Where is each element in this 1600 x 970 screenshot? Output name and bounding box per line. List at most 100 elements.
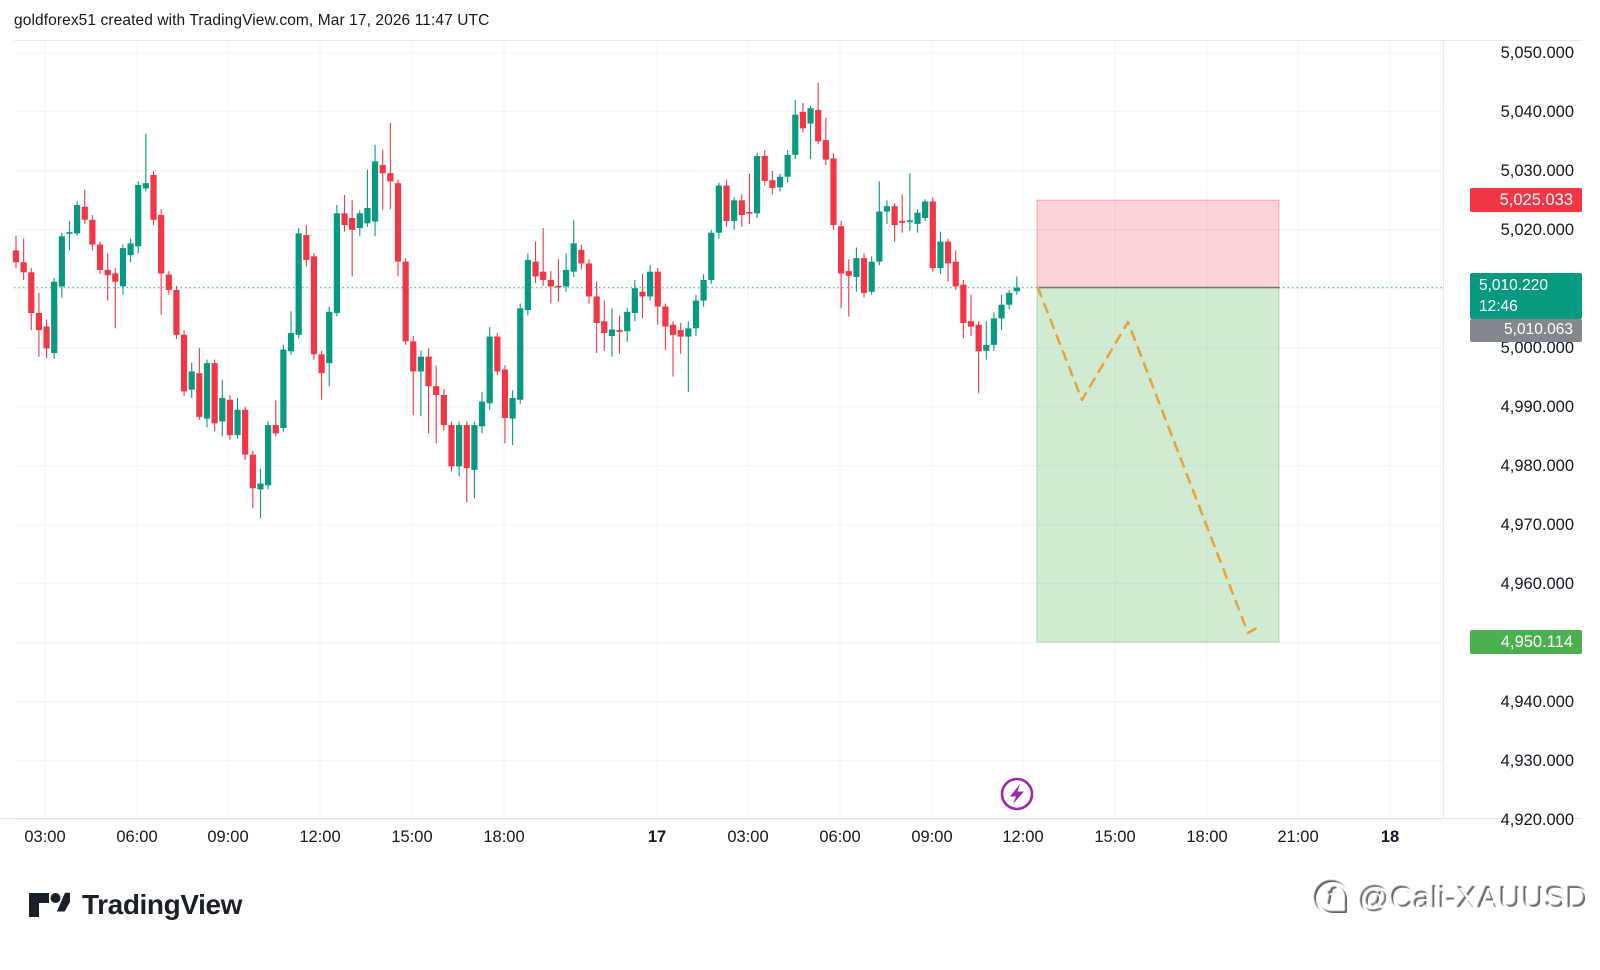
candle-up (486, 336, 493, 404)
candle-down (211, 363, 218, 424)
candle-down (960, 284, 967, 324)
candle-up (364, 207, 371, 224)
time-axis-border (0, 818, 1582, 819)
candle-up (265, 425, 272, 486)
candle-up (647, 271, 654, 297)
candle-down (173, 289, 180, 335)
candle-up (524, 259, 531, 311)
candle-down (738, 200, 745, 216)
candle-up (624, 311, 631, 332)
candle-down (547, 279, 554, 287)
last-price-badge: 5,010.220 12:46 (1470, 272, 1582, 319)
candle-down (341, 213, 348, 226)
time-axis-label: 06:00 (819, 828, 861, 846)
candle-down (944, 241, 952, 264)
candle-up (66, 232, 73, 234)
candle-up (807, 108, 814, 124)
candle-down (440, 394, 447, 426)
candle-down (654, 271, 661, 307)
candle-up (119, 248, 127, 287)
chart-top-border (14, 40, 1582, 41)
price-axis-border (1443, 41, 1444, 818)
price-axis-label: 4,920.000 (1500, 810, 1574, 829)
candle-down (830, 158, 837, 226)
candle-down (410, 341, 417, 372)
candle-up (715, 185, 722, 233)
time-axis-day-label: 17 (647, 828, 667, 846)
candle-up (257, 483, 264, 490)
candle-down (746, 212, 753, 214)
candle-down (593, 296, 600, 324)
candle-down (112, 273, 119, 282)
candle-down (799, 111, 807, 129)
tradingview-logo-text: TradingView (82, 889, 243, 920)
candle-up (983, 344, 990, 351)
candle-up (326, 311, 333, 364)
candle-down (249, 454, 256, 489)
candle-up (1013, 287, 1020, 292)
candle-down (394, 183, 402, 262)
candle-up (456, 425, 463, 467)
candle-up (51, 281, 58, 354)
candle-up (478, 401, 486, 427)
candle-down (838, 226, 845, 274)
candle-up (295, 233, 302, 335)
candle-down (349, 217, 356, 230)
bar-countdown: 12:46 (1479, 297, 1518, 315)
candle-up (570, 243, 577, 272)
candle-up (883, 206, 891, 212)
time-axis-label: 06:00 (116, 828, 158, 846)
candle-down (585, 263, 593, 297)
candle-up (708, 232, 715, 280)
lightning-bolt-icon (1010, 784, 1024, 804)
candle-down (501, 369, 509, 419)
candle-down (669, 324, 677, 335)
candle-down (677, 330, 684, 337)
candle-up (853, 258, 860, 277)
time-axis-label: 09:00 (207, 828, 249, 846)
candle-down (769, 180, 776, 188)
candle-up (692, 300, 700, 329)
candle-up (135, 184, 142, 247)
time-axis-day-label: 18 (1380, 828, 1400, 846)
facebook-icon: f (1315, 882, 1350, 916)
candle-up (937, 241, 944, 269)
last-price-value: 5,010.220 (1479, 276, 1548, 294)
time-axis-label: 03:00 (727, 828, 769, 846)
candle-up (1006, 292, 1013, 305)
time-axis[interactable]: 03:00 06:00 09:00 12:00 15:00 18:00 17 03:00 06:… (0, 819, 1443, 861)
candle-up (685, 328, 692, 337)
candle-down (761, 156, 768, 181)
price-axis-label: 4,940.000 (1500, 692, 1574, 711)
price-axis-label: 5,040.000 (1500, 102, 1574, 121)
candle-up (876, 211, 883, 262)
candle-up (784, 154, 791, 177)
candle-down (975, 324, 982, 352)
candle-down (43, 326, 50, 349)
candle-down (616, 330, 623, 332)
candle-up (922, 201, 929, 218)
candle-down (433, 386, 440, 395)
candle-down (891, 206, 898, 226)
candle-up (868, 261, 875, 292)
candle-up (731, 200, 738, 221)
candle-up (142, 183, 149, 189)
price-axis[interactable]: 5,025.033 5,010.220 12:46 5,010.063 4,95… (1444, 41, 1600, 829)
candle-down (20, 262, 27, 273)
candle-down (555, 285, 562, 288)
candle-up (333, 213, 340, 313)
event-marker[interactable] (1000, 777, 1034, 811)
candle-down (12, 250, 20, 263)
price-axis-label: 5,050.000 (1500, 43, 1574, 62)
time-axis-label: 18:00 (483, 828, 525, 846)
candle-down (662, 306, 669, 327)
candle-up (371, 161, 379, 222)
candle-up (219, 397, 226, 422)
candle-down (89, 219, 96, 245)
candle-down (272, 425, 279, 434)
candle-down (815, 110, 822, 142)
tradingview-logo[interactable]: TradingView (28, 885, 242, 925)
time-axis-label: 09:00 (911, 828, 953, 846)
candle-down (104, 269, 111, 276)
